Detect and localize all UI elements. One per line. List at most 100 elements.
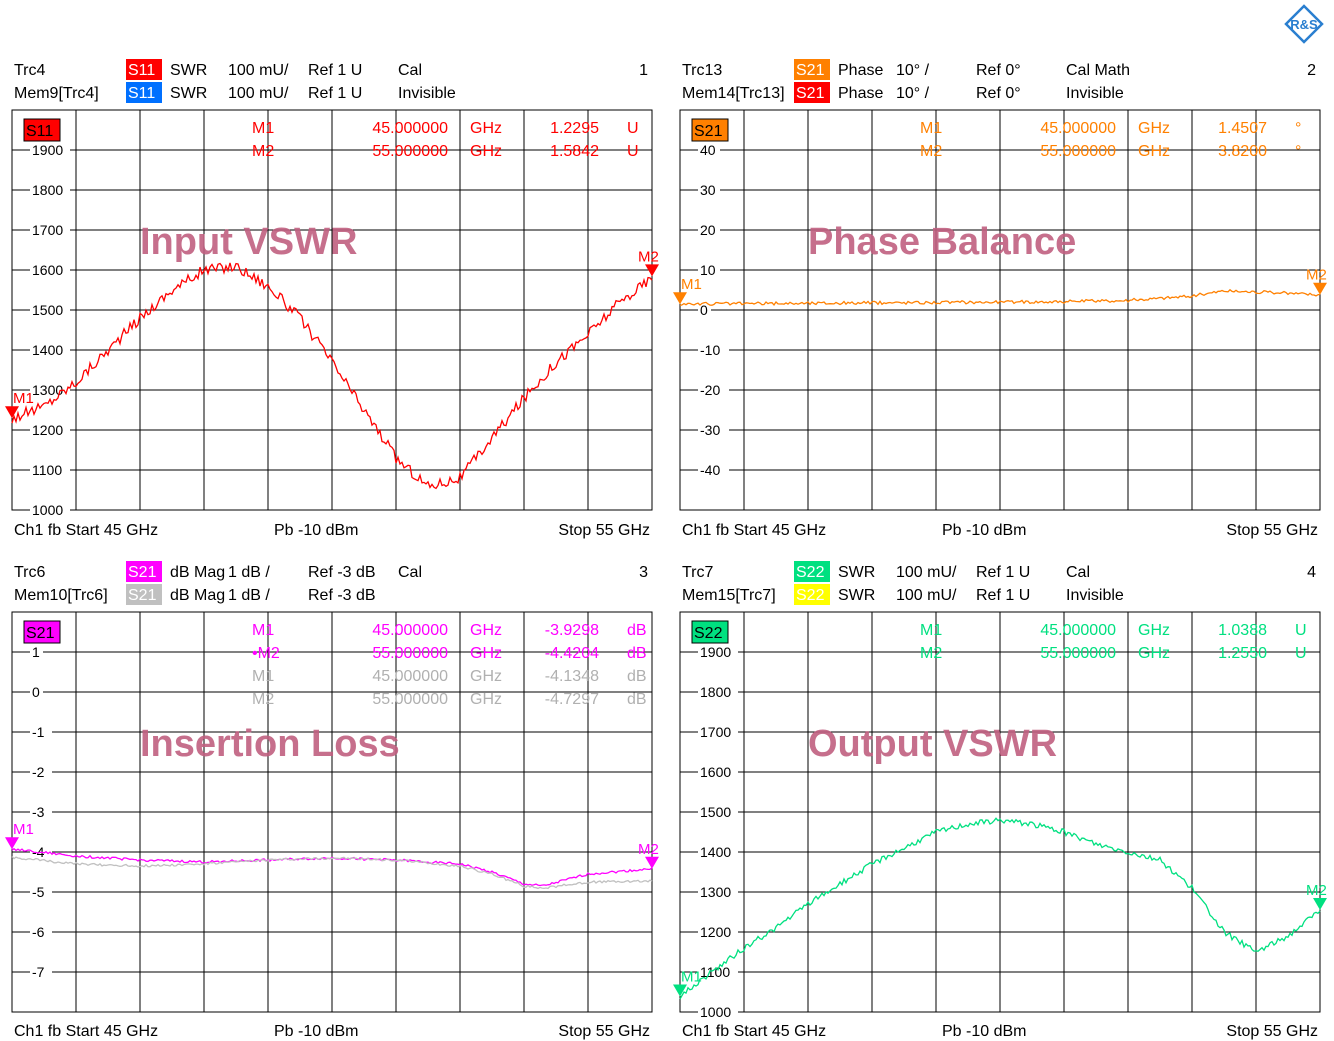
y-tick-label: 1800 bbox=[700, 684, 731, 700]
trace-scale: 1 dB / bbox=[228, 564, 270, 581]
y-tick-label: -40 bbox=[700, 462, 720, 478]
y-tick-label: 1600 bbox=[700, 764, 731, 780]
tick-label-bg bbox=[698, 764, 738, 779]
marker-value: -4.4204 bbox=[545, 645, 599, 662]
marker-value-unit: dB bbox=[627, 691, 647, 708]
footer-start: Ch1 fb Start 45 GHz bbox=[14, 1023, 158, 1040]
marker-unit: GHz bbox=[470, 645, 502, 662]
chart-panel-2: Trc13 S21 Phase 10° / Ref 0° Cal Math Mem14[Tr… bbox=[673, 59, 1327, 539]
marker-unit: GHz bbox=[1138, 645, 1170, 662]
tick-label-bg bbox=[698, 724, 738, 739]
trace-scale: 100 mU/ bbox=[228, 85, 289, 102]
marker-value: 1.2295 bbox=[550, 120, 599, 137]
trace-format: SWR bbox=[838, 587, 875, 604]
tick-label-bg bbox=[698, 884, 738, 899]
marker-value-unit: dB bbox=[627, 668, 647, 685]
marker-frequency: 45.000000 bbox=[1040, 622, 1116, 639]
trace-name: Mem15[Trc7] bbox=[682, 587, 776, 604]
trace-label-bg bbox=[691, 118, 729, 142]
marker-name: M1 bbox=[920, 120, 942, 137]
tick-label-bg bbox=[30, 382, 70, 397]
trace-badge-bg bbox=[794, 584, 830, 605]
y-tick-label: 1 bbox=[32, 644, 40, 660]
marker-name: M1 bbox=[920, 622, 942, 639]
trace-ref: Ref 0° bbox=[976, 85, 1021, 102]
marker-frequency: 45.000000 bbox=[372, 622, 448, 639]
y-tick-label: 1200 bbox=[700, 924, 731, 940]
marker-value-unit: U bbox=[1295, 645, 1307, 662]
trace-badge-bg bbox=[126, 59, 162, 80]
y-tick-label: -1 bbox=[32, 724, 45, 740]
marker-name: M2 bbox=[252, 143, 274, 160]
marker-triangle bbox=[645, 264, 659, 277]
trace-scale: 100 mU/ bbox=[896, 564, 957, 581]
trace-label-bg bbox=[691, 620, 729, 644]
footer-start: Ch1 fb Start 45 GHz bbox=[682, 522, 826, 539]
trace-ref: Ref 1 U bbox=[308, 85, 362, 102]
marker-unit: GHz bbox=[470, 668, 502, 685]
marker-value: -4.7297 bbox=[545, 691, 599, 708]
footer-power: Pb -10 dBm bbox=[274, 522, 358, 539]
trace-badge: S22 bbox=[796, 564, 825, 581]
tick-label-bg bbox=[698, 422, 729, 437]
trace-label: S21 bbox=[694, 123, 723, 140]
series-trace bbox=[11, 847, 653, 887]
y-tick-label: 1400 bbox=[700, 844, 731, 860]
marker-frequency: 45.000000 bbox=[372, 120, 448, 137]
y-tick-label: 1200 bbox=[32, 422, 63, 438]
tick-label-bg bbox=[698, 342, 729, 357]
trace-format: dB Mag bbox=[170, 564, 225, 581]
footer-stop: Stop 55 GHz bbox=[1226, 1023, 1318, 1040]
footer-start: Ch1 fb Start 45 GHz bbox=[14, 522, 158, 539]
panel-number: 1 bbox=[639, 62, 648, 79]
footer-power: Pb -10 dBm bbox=[942, 522, 1026, 539]
trace-name: Trc13 bbox=[682, 62, 722, 79]
y-tick-label: 1500 bbox=[700, 804, 731, 820]
trace-badge-bg bbox=[126, 584, 162, 605]
trace-status: Invisible bbox=[1066, 85, 1124, 102]
y-tick-label: 1900 bbox=[700, 644, 731, 660]
marker-unit: GHz bbox=[1138, 143, 1170, 160]
y-tick-label: -30 bbox=[700, 422, 720, 438]
tick-label-bg bbox=[698, 302, 711, 317]
watermark-title: Phase Balance bbox=[808, 221, 1076, 263]
tick-label-bg bbox=[698, 924, 738, 939]
marker-triangle bbox=[673, 984, 687, 997]
trace-badge: S11 bbox=[128, 85, 155, 102]
panel-number: 3 bbox=[639, 564, 648, 581]
marker-point-label: M2 bbox=[1306, 882, 1327, 899]
marker-frequency: 55.000000 bbox=[372, 143, 448, 160]
marker-name: M1 bbox=[252, 120, 274, 137]
marker-name: M1 bbox=[252, 622, 274, 639]
y-tick-label: 1800 bbox=[32, 182, 63, 198]
tick-label-bg bbox=[698, 182, 720, 197]
tick-label-bg bbox=[698, 684, 738, 699]
marker-triangle bbox=[1313, 282, 1327, 295]
y-tick-label: -4 bbox=[32, 844, 45, 860]
marker-point-label: M1 bbox=[681, 276, 702, 293]
marker-value: -4.1348 bbox=[545, 668, 599, 685]
y-tick-label: -5 bbox=[32, 884, 45, 900]
marker-value: 1.0388 bbox=[1218, 622, 1267, 639]
marker-triangle bbox=[1313, 898, 1327, 910]
y-tick-label: 20 bbox=[700, 222, 716, 238]
marker-value-unit: U bbox=[1295, 622, 1307, 639]
footer-power: Pb -10 dBm bbox=[274, 1023, 358, 1040]
marker-value: 1.5842 bbox=[550, 143, 599, 160]
marker-value: 1.2550 bbox=[1218, 645, 1267, 662]
trace-status: Cal bbox=[398, 62, 422, 79]
trace-badge: S21 bbox=[796, 62, 825, 79]
trace-ref: Ref 1 U bbox=[976, 587, 1030, 604]
trace-scale: 1 dB / bbox=[228, 587, 270, 604]
y-tick-label: -7 bbox=[32, 964, 45, 980]
y-tick-label: 0 bbox=[32, 684, 40, 700]
tick-label-bg bbox=[698, 804, 738, 819]
tick-label-bg bbox=[30, 422, 70, 437]
marker-frequency: 55.000000 bbox=[1040, 645, 1116, 662]
rohde-schwarz-logo: R&S bbox=[1284, 4, 1324, 44]
y-tick-label: 1000 bbox=[700, 1004, 731, 1020]
trace-scale: 100 mU/ bbox=[228, 62, 289, 79]
tick-label-bg bbox=[30, 462, 70, 477]
chart-panel-4: Trc7 S22 SWR 100 mU/Ref 1 U Cal Mem15[Trc7] S2… bbox=[673, 561, 1327, 1040]
trace-label-bg bbox=[23, 620, 61, 644]
